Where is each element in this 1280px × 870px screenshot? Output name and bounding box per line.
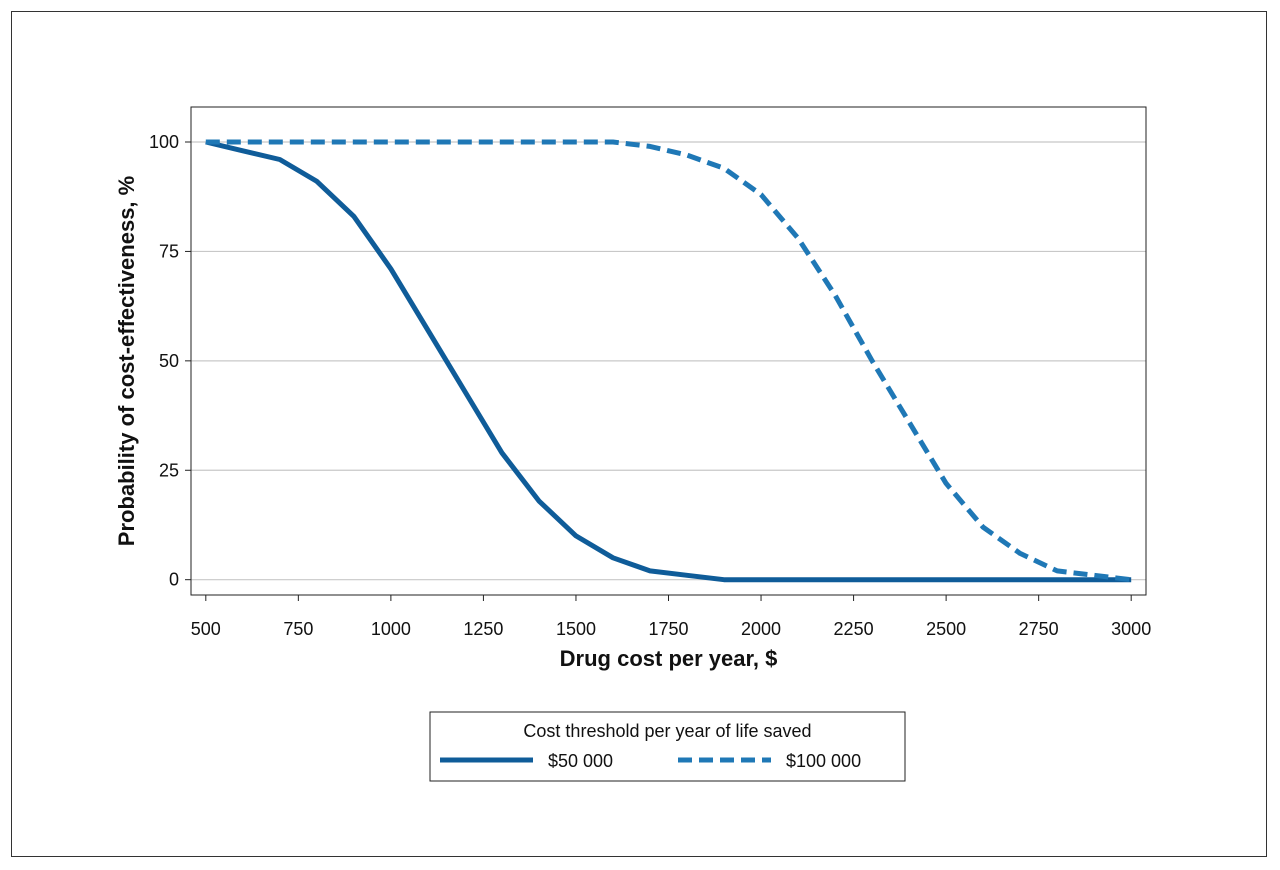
legend-title: Cost threshold per year of life saved	[523, 721, 811, 741]
x-tick-label-2000: 2000	[741, 619, 781, 639]
y-tick-label-50: 50	[159, 351, 179, 371]
x-tick-label-2750: 2750	[1019, 619, 1059, 639]
x-tick-label-1250: 1250	[463, 619, 503, 639]
x-axis-title: Drug cost per year, $	[560, 646, 778, 671]
series-layer	[205, 139, 1132, 583]
y-axis: 0 25 50 75 100	[149, 132, 191, 590]
legend-box	[429, 711, 906, 782]
x-axis: 500 750 1000 1250 1500 1750 2000 2250 2500 2750 30…	[191, 595, 1151, 639]
x-tick-label-2500: 2500	[926, 619, 966, 639]
legend-items: $50 000 $100 000	[440, 751, 861, 771]
legend-label-1: $50 000	[548, 751, 613, 771]
x-tick-label-2250: 2250	[834, 619, 874, 639]
legend: Cost threshold per year of life saved $5…	[429, 711, 906, 782]
legend-label-2: $100 000	[786, 751, 861, 771]
x-tick-label-750: 750	[283, 619, 313, 639]
y-tick-label-75: 75	[159, 241, 179, 261]
figure-frame	[11, 11, 1267, 857]
x-tick-label-1500: 1500	[556, 619, 596, 639]
series-line-2	[205, 139, 1132, 583]
x-tick-label-1000: 1000	[371, 619, 411, 639]
y-tick-label-0: 0	[169, 570, 179, 590]
gridlines	[191, 141, 1146, 581]
x-tick-label-500: 500	[191, 619, 221, 639]
plot-area	[190, 106, 1147, 596]
x-tick-label-3000: 3000	[1111, 619, 1151, 639]
y-axis-title: Probability of cost-effectiveness, %	[114, 176, 139, 546]
series-line-1	[205, 139, 1132, 583]
x-tick-label-1750: 1750	[648, 619, 688, 639]
y-tick-label-100: 100	[149, 132, 179, 152]
y-tick-label-25: 25	[159, 460, 179, 480]
